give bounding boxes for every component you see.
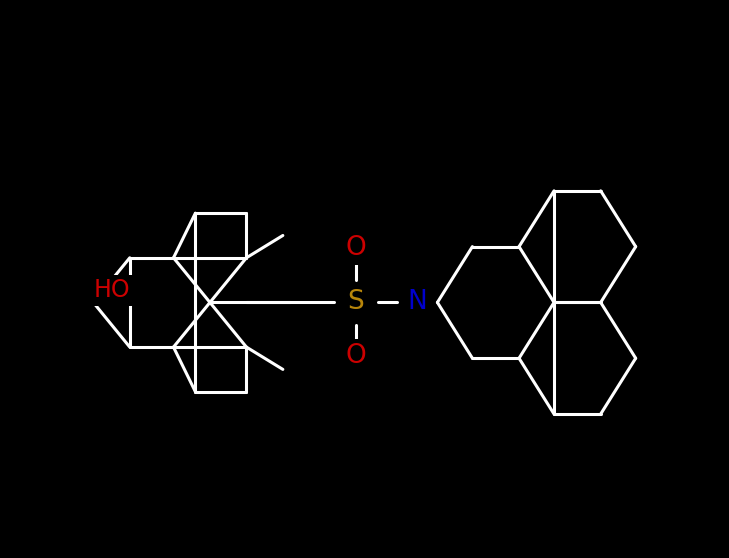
Text: O: O [346,343,366,369]
Text: S: S [348,290,364,315]
Text: N: N [407,290,427,315]
Text: HO: HO [93,278,130,302]
Text: O: O [346,235,366,261]
